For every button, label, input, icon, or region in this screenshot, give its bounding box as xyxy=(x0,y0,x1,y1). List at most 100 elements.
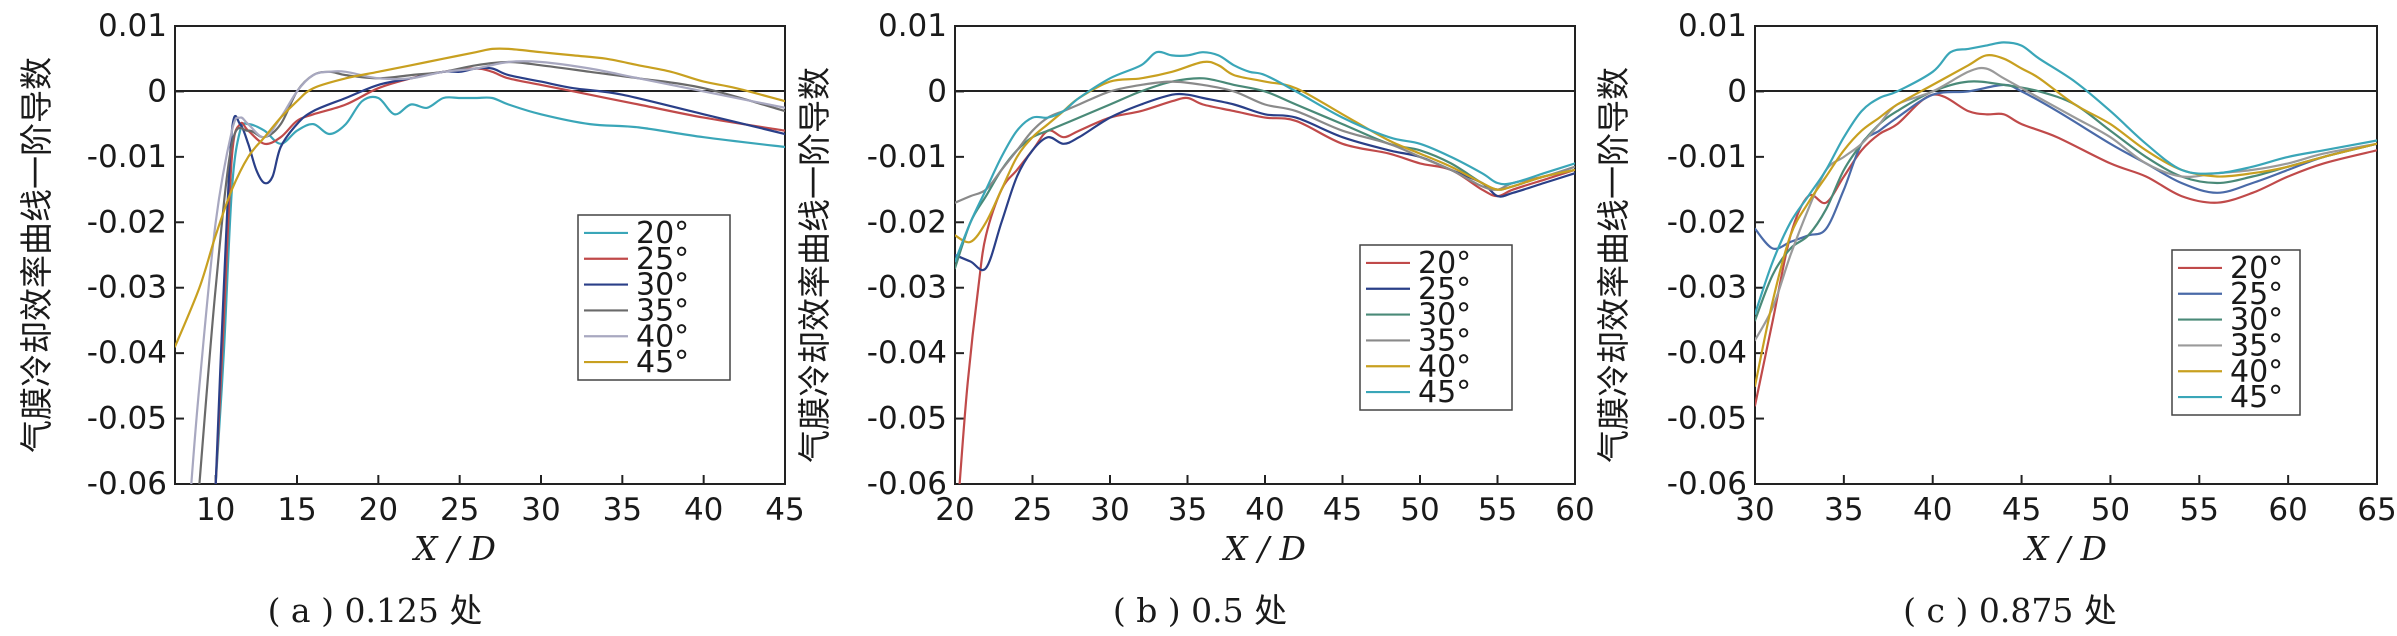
y-axis-label-a: 气膜冷却效率曲线一阶导数 xyxy=(17,57,56,453)
legend-box xyxy=(1359,244,1513,411)
legend-label: 40° xyxy=(1418,349,1471,384)
series-line-c-4 xyxy=(1755,54,2377,387)
x-tick-label: 40 xyxy=(684,492,723,528)
legend-c: 20°25°30°35°40°45° xyxy=(2171,249,2301,416)
series-line-b-5 xyxy=(955,50,1575,263)
panel-b: 0.01 0 -0.01 -0.02 -0.03 -0.04 -0.05 -0.06 20 25… xyxy=(795,8,1595,630)
x-tick-label: 25 xyxy=(1013,492,1052,528)
y-tick-label: 0.01 xyxy=(878,8,947,44)
x-tick-label: 55 xyxy=(2180,492,2219,528)
legend-b: 20°25°30°35°40°45° xyxy=(1359,244,1513,411)
y-tick-label: -0.01 xyxy=(867,139,947,175)
y-tick-label: -0.02 xyxy=(1667,204,1747,240)
legend-box xyxy=(577,214,731,381)
legend-a: 20°25°30°35°40°45° xyxy=(577,214,731,381)
plot-area-c xyxy=(1754,25,2378,485)
x-tick-label: 50 xyxy=(2091,492,2130,528)
y-ticks-b: 0.01 0 -0.01 -0.02 -0.03 -0.04 -0.05 -0.06 xyxy=(867,8,964,502)
x-tick-label: 60 xyxy=(1555,492,1594,528)
y-tick-label: -0.04 xyxy=(87,335,167,371)
x-tick-label: 10 xyxy=(196,492,235,528)
legend-label: 45° xyxy=(636,345,689,380)
x-axis-label-b: X / D xyxy=(1221,529,1306,568)
legend-label: 25° xyxy=(2230,277,2283,312)
x-tick-label: 65 xyxy=(2357,492,2396,528)
series-line-c-2 xyxy=(1755,80,2377,322)
y-tick-label: -0.02 xyxy=(87,204,167,240)
legend-label: 40° xyxy=(636,319,689,354)
x-axis-label-a: X / D xyxy=(411,529,496,568)
legend-label: 25° xyxy=(636,242,689,277)
x-tick-label: 35 xyxy=(1168,492,1207,528)
y-tick-label: -0.01 xyxy=(87,139,167,175)
series-line-b-4 xyxy=(955,60,1575,244)
series-line-c-5 xyxy=(1755,41,2377,315)
legend-label: 20° xyxy=(636,216,689,251)
x-tick-label: 20 xyxy=(935,492,974,528)
caption-b: ( b ) 0.5 处 xyxy=(1113,591,1287,630)
x-tick-label: 40 xyxy=(1245,492,1284,528)
y-tick-label: 0 xyxy=(1727,73,1747,109)
legend-label: 20° xyxy=(1418,246,1471,281)
legend-label: 30° xyxy=(2230,303,2283,338)
y-tick-label: -0.06 xyxy=(867,466,947,502)
y-tick-label: -0.04 xyxy=(1667,335,1747,371)
x-axis-label-c: X / D xyxy=(2022,529,2107,568)
legend-label: 30° xyxy=(1418,298,1471,333)
series-line-a-3 xyxy=(198,60,785,484)
series-line-a-2 xyxy=(214,66,785,484)
x-tick-label: 45 xyxy=(765,492,804,528)
x-tick-label: 35 xyxy=(603,492,642,528)
y-tick-label: 0.01 xyxy=(98,8,167,44)
x-tick-label: 30 xyxy=(1090,492,1129,528)
panel-c: 0.01 0 -0.01 -0.02 -0.03 -0.04 -0.05 -0.06 30 35… xyxy=(1594,8,2397,630)
series-line-a-5 xyxy=(175,47,785,348)
series-line-b-3 xyxy=(955,80,1575,204)
legend-label: 30° xyxy=(636,268,689,303)
legend-label: 45° xyxy=(1418,375,1471,410)
x-tick-label: 30 xyxy=(1735,492,1774,528)
x-ticks-c: 30 35 40 45 50 55 60 65 xyxy=(1735,475,2397,528)
x-tick-label: 35 xyxy=(1824,492,1863,528)
legend-label: 20° xyxy=(2230,251,2283,286)
series-lines-b xyxy=(955,50,1575,484)
x-ticks-a: 10 15 20 25 30 35 40 45 xyxy=(196,475,805,528)
x-tick-label: 50 xyxy=(1400,492,1439,528)
y-tick-label: -0.02 xyxy=(867,204,947,240)
y-tick-label: -0.04 xyxy=(867,335,947,371)
x-tick-label: 20 xyxy=(359,492,398,528)
y-tick-label: -0.03 xyxy=(87,270,167,306)
y-ticks-a: 0.01 0 -0.01 -0.02 -0.03 -0.04 -0.05 -0.06 xyxy=(87,8,184,502)
caption-a: ( a ) 0.125 处 xyxy=(268,591,483,630)
series-lines-a xyxy=(175,47,785,484)
legend-label: 35° xyxy=(636,293,689,328)
legend-label: 35° xyxy=(2230,328,2283,363)
x-tick-label: 25 xyxy=(440,492,479,528)
x-tick-label: 55 xyxy=(1478,492,1517,528)
x-tick-label: 15 xyxy=(277,492,316,528)
legend-label: 25° xyxy=(1418,272,1471,307)
x-tick-label: 60 xyxy=(2268,492,2307,528)
y-tick-label: -0.06 xyxy=(1667,466,1747,502)
y-tick-label: -0.05 xyxy=(1667,401,1747,437)
y-tick-label: -0.03 xyxy=(867,270,947,306)
y-tick-label: -0.06 xyxy=(87,466,167,502)
panel-a: 0.01 0 -0.01 -0.02 -0.03 -0.04 -0.05 -0.06 10 15… xyxy=(17,8,805,630)
x-tick-label: 45 xyxy=(1323,492,1362,528)
y-tick-label: 0 xyxy=(147,73,167,109)
y-axis-label-b: 气膜冷却效率曲线一阶导数 xyxy=(795,67,834,463)
legend-label: 35° xyxy=(1418,323,1471,358)
legend-label: 45° xyxy=(2230,380,2283,415)
y-axis-label-c: 气膜冷却效率曲线一阶导数 xyxy=(1594,67,1633,463)
series-line-c-1 xyxy=(1755,83,2377,251)
plot-area-a xyxy=(174,25,786,485)
y-tick-label: -0.05 xyxy=(867,401,947,437)
caption-c: ( c ) 0.875 处 xyxy=(1903,591,2117,630)
x-ticks-b: 20 25 30 35 40 45 50 55 60 xyxy=(935,475,1595,528)
y-tick-label: 0.01 xyxy=(1678,8,1747,44)
legend-label: 40° xyxy=(2230,354,2283,389)
x-tick-label: 30 xyxy=(521,492,560,528)
y-tick-label: -0.03 xyxy=(1667,270,1747,306)
x-tick-label: 40 xyxy=(1913,492,1952,528)
